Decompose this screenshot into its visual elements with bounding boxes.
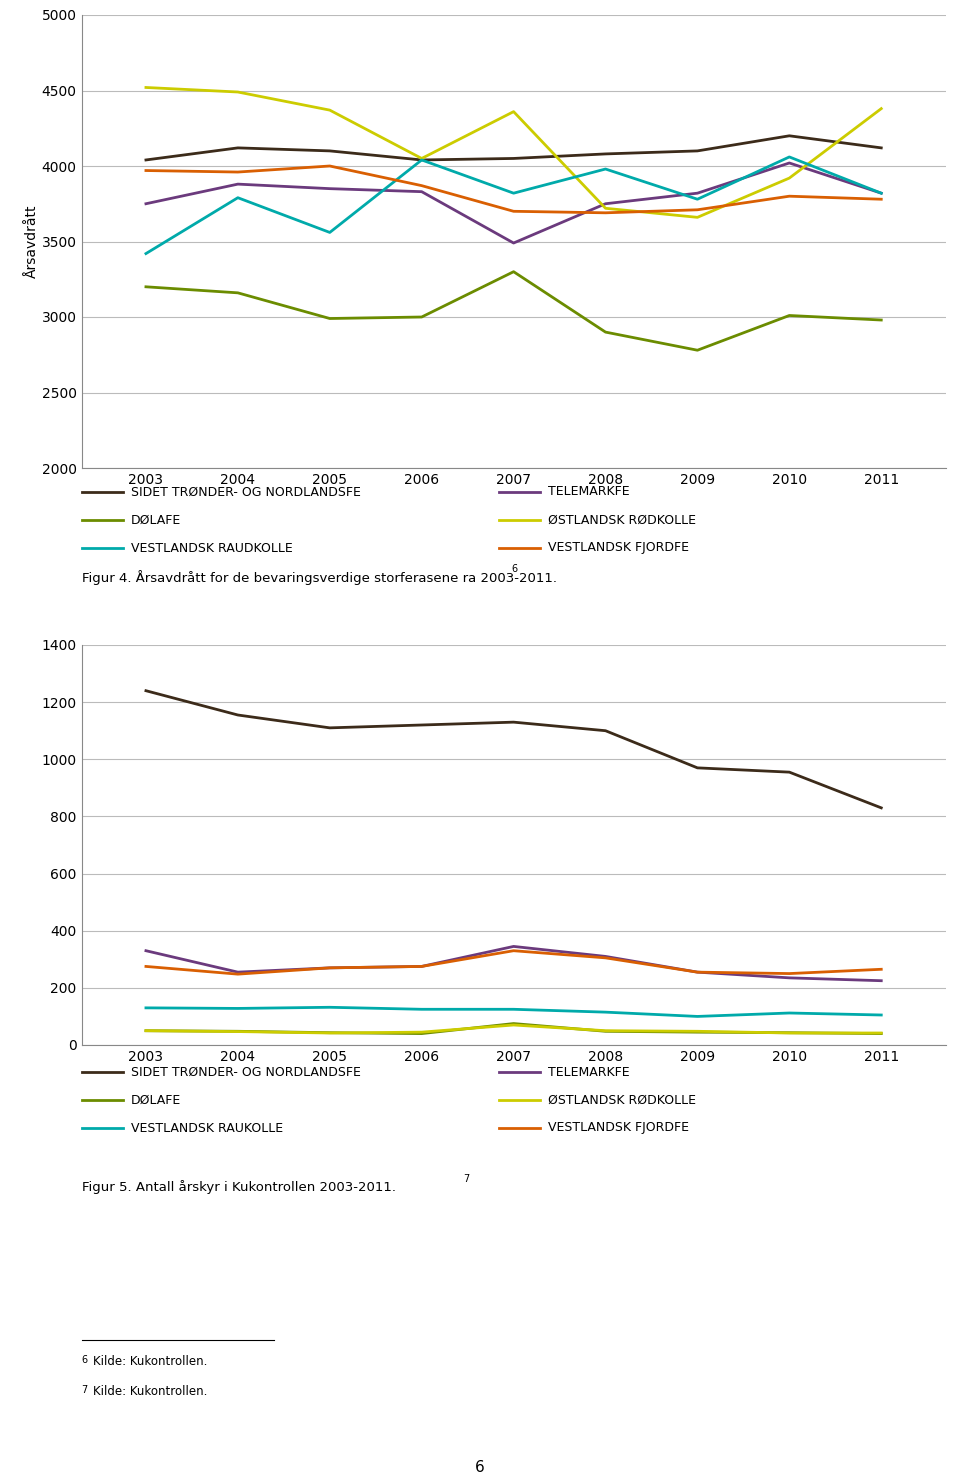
Text: 6: 6 [82, 1356, 87, 1365]
Text: VESTLANDSK FJORDFE: VESTLANDSK FJORDFE [548, 1122, 689, 1135]
Text: ØSTLANDSK RØDKOLLE: ØSTLANDSK RØDKOLLE [548, 514, 696, 527]
Text: VESTLANDSK RAUDKOLLE: VESTLANDSK RAUDKOLLE [131, 542, 292, 555]
Y-axis label: Årsavdrått: Årsavdrått [25, 204, 39, 278]
Text: Kilde: Kukontrollen.: Kilde: Kukontrollen. [93, 1385, 207, 1399]
Text: TELEMARKFE: TELEMARKFE [548, 485, 630, 499]
Text: ØSTLANDSK RØDKOLLE: ØSTLANDSK RØDKOLLE [548, 1094, 696, 1107]
Text: DØLAFE: DØLAFE [131, 514, 180, 527]
Text: SIDET TRØNDER- OG NORDLANDSFE: SIDET TRØNDER- OG NORDLANDSFE [131, 1066, 360, 1079]
Text: Figur 4. Årsavdrått for de bevaringsverdige storferasene ra 2003-2011.: Figur 4. Årsavdrått for de bevaringsverd… [82, 570, 557, 585]
Text: SIDET TRØNDER- OG NORDLANDSFE: SIDET TRØNDER- OG NORDLANDSFE [131, 485, 360, 499]
Text: 7: 7 [82, 1385, 88, 1396]
Text: TELEMARKFE: TELEMARKFE [548, 1066, 630, 1079]
Text: 6: 6 [512, 564, 517, 574]
Text: VESTLANDSK RAUKOLLE: VESTLANDSK RAUKOLLE [131, 1122, 282, 1135]
Text: Kilde: Kukontrollen.: Kilde: Kukontrollen. [93, 1356, 207, 1368]
Text: DØLAFE: DØLAFE [131, 1094, 180, 1107]
Text: 7: 7 [464, 1174, 470, 1184]
Text: VESTLANDSK FJORDFE: VESTLANDSK FJORDFE [548, 542, 689, 555]
Text: Figur 5. Antall årskyr i Kukontrollen 2003-2011.: Figur 5. Antall årskyr i Kukontrollen 20… [82, 1180, 396, 1194]
Text: 6: 6 [475, 1459, 485, 1476]
